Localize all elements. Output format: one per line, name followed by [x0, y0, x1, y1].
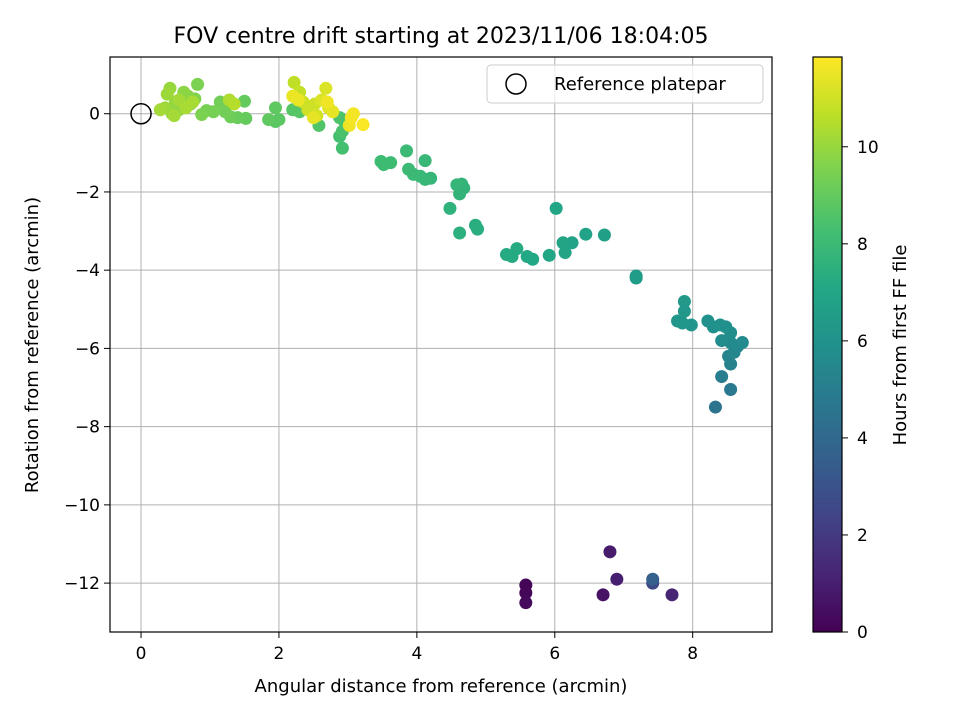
data-point [167, 109, 181, 123]
data-point [320, 95, 334, 109]
data-point [677, 294, 691, 308]
data-point [153, 103, 167, 117]
x-tick-label: 4 [411, 644, 422, 664]
data-point [286, 89, 300, 103]
legend: Reference platepar [486, 64, 764, 104]
data-point [665, 588, 679, 602]
data-point [160, 87, 174, 101]
data-point [374, 154, 388, 168]
data-point [346, 107, 360, 121]
data-point [453, 226, 467, 240]
data-point [319, 81, 333, 95]
data-point [708, 400, 722, 414]
data-point [402, 162, 416, 176]
y-tick-label: −10 [64, 496, 100, 516]
colorbar-tick-label: 10 [857, 138, 879, 158]
data-point [519, 596, 533, 610]
data-point [519, 586, 533, 600]
data-point [597, 228, 611, 242]
data-point [191, 77, 205, 91]
data-point [715, 370, 729, 384]
colorbar-label: Hours from first FF file [890, 245, 911, 446]
x-tick-label: 0 [136, 644, 147, 664]
data-point [326, 105, 340, 119]
data-point [218, 105, 232, 119]
y-tick-label: −6 [75, 339, 100, 359]
data-point [262, 113, 276, 127]
y-axis-label: Rotation from reference (arcmin) [22, 197, 43, 493]
data-point [646, 572, 660, 586]
data-point [520, 249, 534, 263]
data-point [610, 572, 624, 586]
y-tick-label: −4 [75, 261, 100, 281]
data-point [558, 246, 572, 260]
data-point [237, 94, 251, 108]
colorbar-tick-label: 8 [857, 235, 868, 255]
data-point [356, 118, 370, 132]
y-tick-label: 0 [89, 105, 100, 125]
data-point [335, 141, 349, 155]
data-point [186, 95, 200, 109]
legend-marker-icon [505, 73, 527, 95]
plot-frame [109, 56, 773, 633]
y-tick-label: −2 [75, 183, 100, 203]
data-point [603, 545, 617, 559]
data-point [565, 236, 579, 250]
data-point [468, 218, 482, 232]
data-point [418, 154, 432, 168]
data-point [579, 227, 593, 241]
legend-box [486, 64, 764, 104]
chart-title: FOV centre drift starting at 2023/11/06 … [174, 24, 709, 49]
x-axis-ticks: 0 2 4 6 8 [136, 632, 698, 664]
data-point [715, 334, 729, 348]
data-point [500, 248, 514, 262]
grid [110, 57, 772, 632]
x-axis-label: Angular distance from reference (arcmin) [255, 676, 628, 697]
colorbar-tick-label: 6 [857, 332, 868, 352]
y-tick-label: −12 [64, 574, 100, 594]
y-tick-label: −8 [75, 418, 100, 438]
x-tick-label: 2 [274, 644, 285, 664]
data-point [227, 97, 241, 111]
data-point [701, 314, 715, 328]
data-point [443, 201, 457, 215]
x-tick-label: 6 [549, 644, 560, 664]
colorbar-tick-label: 0 [857, 623, 868, 643]
data-point [450, 178, 464, 192]
data-point [400, 144, 414, 158]
colorbar-gradient [812, 56, 843, 633]
data-points [153, 75, 749, 610]
data-point [549, 201, 563, 215]
data-point [556, 236, 570, 250]
x-tick-label: 8 [687, 644, 698, 664]
data-point [677, 304, 691, 318]
y-axis-ticks: 0 −2 −4 −6 −8 −10 −12 [64, 105, 110, 594]
data-point [286, 103, 300, 117]
data-point [195, 108, 209, 121]
colorbar-tick-label: 2 [857, 526, 868, 546]
colorbar-tick-label: 4 [857, 429, 868, 449]
data-point [629, 269, 643, 283]
colorbar-ticks: 0 2 4 6 8 10 [842, 138, 879, 643]
data-point [724, 382, 738, 396]
data-point [306, 111, 320, 125]
data-point [287, 75, 301, 89]
colorbar: 0 2 4 6 8 10 Hours from first FF file [812, 56, 911, 643]
data-point [596, 588, 610, 602]
data-point [671, 314, 685, 328]
data-point [269, 101, 282, 115]
legend-label: Reference platepar [554, 74, 726, 95]
data-point [542, 248, 556, 262]
data-point [735, 336, 749, 350]
reference-platepar-marker [130, 102, 152, 125]
